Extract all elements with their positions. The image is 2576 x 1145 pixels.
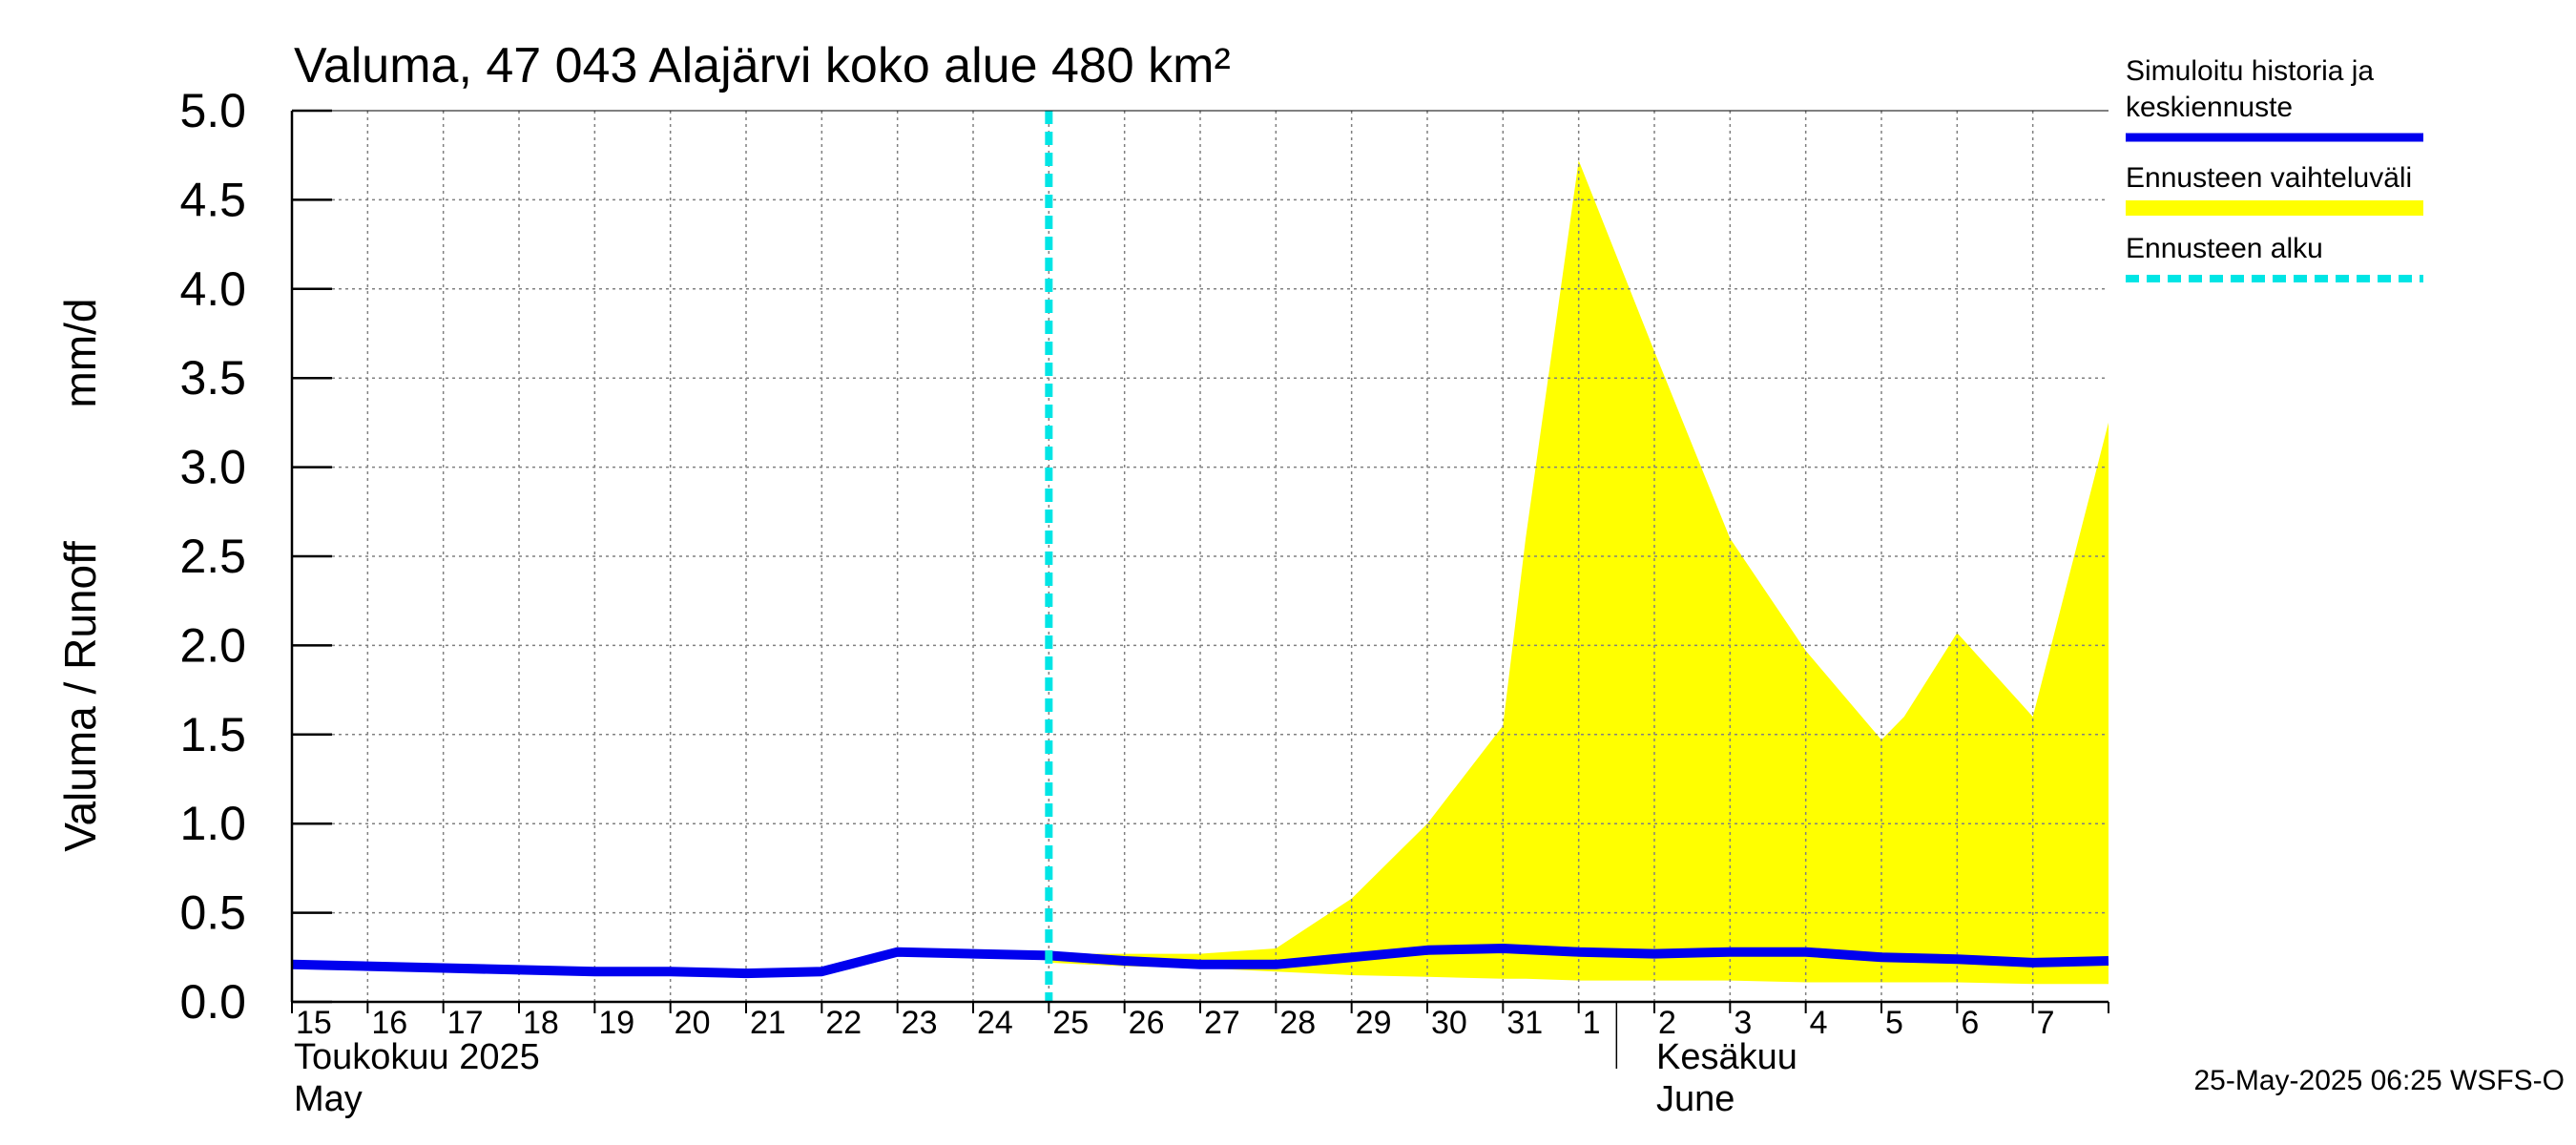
y-tick-label: 4.0 [179,262,246,316]
x-tick-label: 27 [1204,1005,1240,1041]
y-tick-label: 1.5 [179,708,246,761]
x-tick-label: 6 [1961,1005,1979,1041]
x-tick-labels: 15 16 17 18 19 20 21 22 23 24 25 26 27 28 29 30 31 1 2 3 4 5 6… [296,1005,2055,1041]
y-tick-label: 0.0 [179,975,246,1029]
x-tick-label: 16 [371,1005,407,1041]
y-axis-label: Valuma / Runoff [55,541,105,852]
x-tick-label: 28 [1279,1005,1316,1041]
y-tick-label: 2.5 [179,530,246,583]
legend-swatch-range [2126,200,2423,216]
x-tick-label: 18 [523,1005,559,1041]
x-tick-label: 4 [1810,1005,1828,1041]
x-tick-label: 29 [1356,1005,1392,1041]
x-tick-label: 15 [296,1005,332,1041]
gridlines [292,111,2109,1002]
x-tick-label: 7 [2037,1005,2055,1041]
x-tick-label: 1 [1583,1005,1601,1041]
y-tick-label: 5.0 [179,84,246,137]
legend-item: Ennusteen vaihteluväli [2126,162,2423,216]
x-tick-label: 21 [750,1005,786,1041]
month-label-en: June [1656,1079,1735,1119]
y-axis-unit-label: mm/d [55,299,105,408]
legend-label: Ennusteen vaihteluväli [2126,162,2412,194]
median-series-layer [291,944,2109,979]
legend-label: keskiennuste [2126,92,2293,123]
chart-title: Valuma, 47 043 Alajärvi koko alue 480 km… [294,38,1231,94]
x-tick-label: 22 [825,1005,862,1041]
month-label-en: May [294,1079,363,1119]
x-tick-label: 23 [902,1005,938,1041]
x-tick-label: 31 [1506,1005,1543,1041]
y-tick-label: 0.5 [179,886,246,940]
x-tick-label: 5 [1885,1005,1903,1041]
y-tick-label: 2.0 [179,618,246,672]
month-label-fi: Toukokuu 2025 [294,1037,540,1077]
y-tick-label: 3.5 [179,351,246,405]
x-tick-label: 24 [977,1005,1013,1041]
month-label-fi: Kesäkuu [1656,1037,1797,1077]
x-tick-label: 30 [1431,1005,1467,1041]
median-series-line [291,944,2109,979]
x-tick-label: 3 [1734,1005,1752,1041]
legend-item: Simuloitu historia ja keskiennuste [2126,55,2423,142]
timestamp-footer: 25-May-2025 06:25 WSFS-O [2194,1065,2566,1096]
x-tick-label: 2 [1658,1005,1676,1041]
x-tick-label: 26 [1129,1005,1165,1041]
y-tick-label: 4.5 [179,173,246,226]
legend: Simuloitu historia ja keskiennuste Ennuste… [2126,55,2423,282]
x-tick-label: 17 [447,1005,484,1041]
axes [290,109,2109,1069]
legend-label: Simuloitu historia ja [2126,55,2374,87]
x-tick-label: 25 [1052,1005,1089,1041]
x-tick-label: 19 [598,1005,634,1041]
y-tick-label: 3.0 [179,441,246,494]
y-tick-labels: 0.0 0.5 1.0 1.5 2.0 2.5 3.0 3.5 4.0 4.5 5.0 [179,84,246,1029]
x-tick-label: 20 [675,1005,711,1041]
legend-item: Ennusteen alku [2126,233,2423,282]
y-tick-label: 1.0 [179,797,246,850]
legend-label: Ennusteen alku [2126,233,2323,264]
